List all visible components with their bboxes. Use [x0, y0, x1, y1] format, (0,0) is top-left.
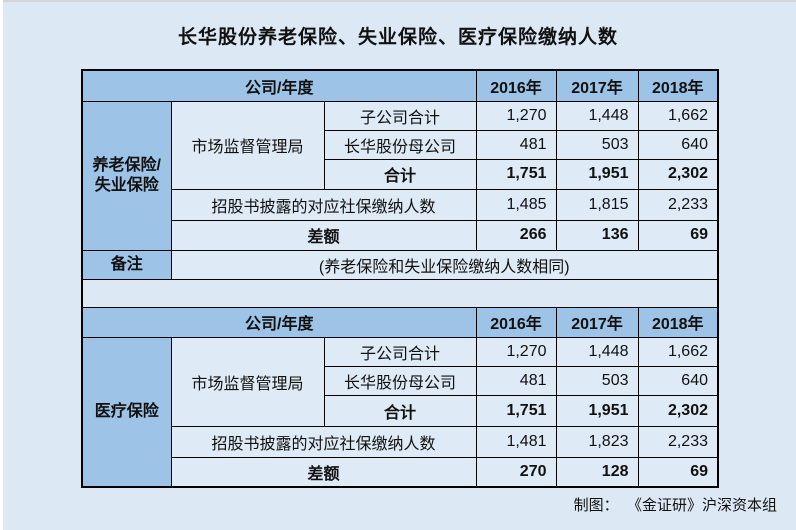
- table2-year-header-2018: 2018年: [637, 306, 719, 338]
- table2-group-label: 医疗保险: [81, 336, 172, 488]
- table1-row-parent: 长华股份母公司 481 503 640: [82, 129, 719, 160]
- credit-line: 制图： 《金证研》沪深资本组: [573, 497, 777, 514]
- value-cell: 1,951: [555, 394, 639, 427]
- row-label-total: 合计: [323, 394, 477, 427]
- spacer-cell: [81, 278, 719, 308]
- value-cell: 1,481: [475, 425, 557, 458]
- row-label-parent-company: 长华股份母公司: [323, 365, 477, 396]
- row-label-total: 合计: [323, 158, 477, 190]
- value-cell: 1,270: [475, 100, 557, 131]
- table1-corner-header: 公司/年度: [81, 69, 477, 102]
- value-cell: 481: [475, 129, 557, 160]
- table1-row-prospectus: 招股书披露的对应社保缴纳人数 1,485 1,815 2,233: [82, 188, 719, 221]
- value-cell: 503: [555, 365, 639, 396]
- value-cell: 1,485: [475, 188, 557, 221]
- insurance-table-grid: 公司/年度 2016年 2017年 2018年 养老保险/失业保险 市场监督管理…: [81, 69, 719, 488]
- value-cell: 136: [555, 219, 639, 251]
- row-label-prospectus: 招股书披露的对应社保缴纳人数: [170, 425, 477, 458]
- table1-row-difference: 差额 266 136 69: [82, 219, 719, 251]
- value-cell: 2,233: [637, 425, 719, 458]
- note-label: 备注: [81, 249, 172, 280]
- row-label-difference: 差额: [170, 456, 477, 488]
- table1-year-header-2018: 2018年: [637, 69, 719, 102]
- value-cell: 1,448: [555, 336, 639, 367]
- table2-header-row: 公司/年度 2016年 2017年 2018年: [81, 306, 719, 338]
- row-label-subsidiary-total: 子公司合计: [323, 100, 477, 131]
- row-label-parent-company: 长华股份母公司: [323, 129, 477, 160]
- value-cell: 640: [637, 129, 719, 160]
- value-cell: 640: [637, 365, 719, 396]
- value-cell: 1,662: [637, 336, 719, 367]
- value-cell: 1,751: [475, 158, 557, 190]
- top-edge-line: [0, 0, 796, 2]
- value-cell: 2,233: [637, 188, 719, 221]
- table1-year-header-2017: 2017年: [555, 69, 639, 102]
- value-cell: 1,951: [555, 158, 639, 190]
- table1-bureau-label: 市场监督管理局: [170, 100, 325, 190]
- value-cell: 2,302: [637, 394, 719, 427]
- value-cell: 1,823: [555, 425, 639, 458]
- table1-row-total: 合计 1,751 1,951 2,302: [82, 158, 719, 190]
- value-cell: 1,751: [475, 394, 557, 427]
- value-cell: 1,270: [475, 336, 557, 367]
- value-cell: 69: [637, 456, 719, 488]
- table2-row-subsidiary: 医疗保险 市场监督管理局 子公司合计 1,270 1,448 1,662: [81, 336, 719, 488]
- value-cell: 1,662: [637, 100, 719, 131]
- value-cell: 1,448: [555, 100, 639, 131]
- note-text: (养老保险和失业保险缴纳人数相同): [170, 249, 719, 280]
- row-label-difference: 差额: [170, 219, 477, 251]
- figure-title: 长华股份养老保险、失业保险、医疗保险缴纳人数: [177, 27, 618, 48]
- value-cell: 69: [637, 219, 719, 251]
- value-cell: 2,302: [637, 158, 719, 190]
- table1-row-subsidiary: 养老保险/失业保险 市场监督管理局 子公司合计 1,270 1,448 1,66…: [81, 100, 719, 251]
- value-cell: 270: [475, 456, 557, 488]
- table-spacer-row: [81, 278, 719, 308]
- value-cell: 266: [475, 219, 557, 251]
- value-cell: 1,815: [555, 188, 639, 221]
- table1-header-row: 公司/年度 2016年 2017年 2018年: [81, 69, 719, 102]
- table1-year-header-2016: 2016年: [475, 69, 557, 102]
- table2-year-header-2016: 2016年: [475, 306, 557, 338]
- table1-note-row: 备注 (养老保险和失业保险缴纳人数相同): [81, 249, 719, 280]
- table2-bureau-label: 市场监督管理局: [170, 336, 325, 427]
- left-edge-strip: [0, 0, 3, 530]
- insurance-tables: 公司/年度 2016年 2017年 2018年 养老保险/失业保险 市场监督管理…: [81, 69, 719, 488]
- table2-corner-header: 公司/年度: [81, 306, 477, 338]
- value-cell: 503: [555, 129, 639, 160]
- table2-row-prospectus: 招股书披露的对应社保缴纳人数 1,481 1,823 2,233: [82, 425, 719, 458]
- table2-row-parent: 长华股份母公司 481 503 640: [82, 365, 719, 396]
- table2-year-header-2017: 2017年: [555, 306, 639, 338]
- row-label-prospectus: 招股书披露的对应社保缴纳人数: [170, 188, 477, 221]
- table2-row-total: 合计 1,751 1,951 2,302: [82, 394, 719, 427]
- table2-row-difference: 差额 270 128 69: [82, 456, 719, 488]
- value-cell: 128: [555, 456, 639, 488]
- table1-group-label: 养老保险/失业保险: [81, 100, 172, 251]
- row-label-subsidiary-total: 子公司合计: [323, 336, 477, 367]
- value-cell: 481: [475, 365, 557, 396]
